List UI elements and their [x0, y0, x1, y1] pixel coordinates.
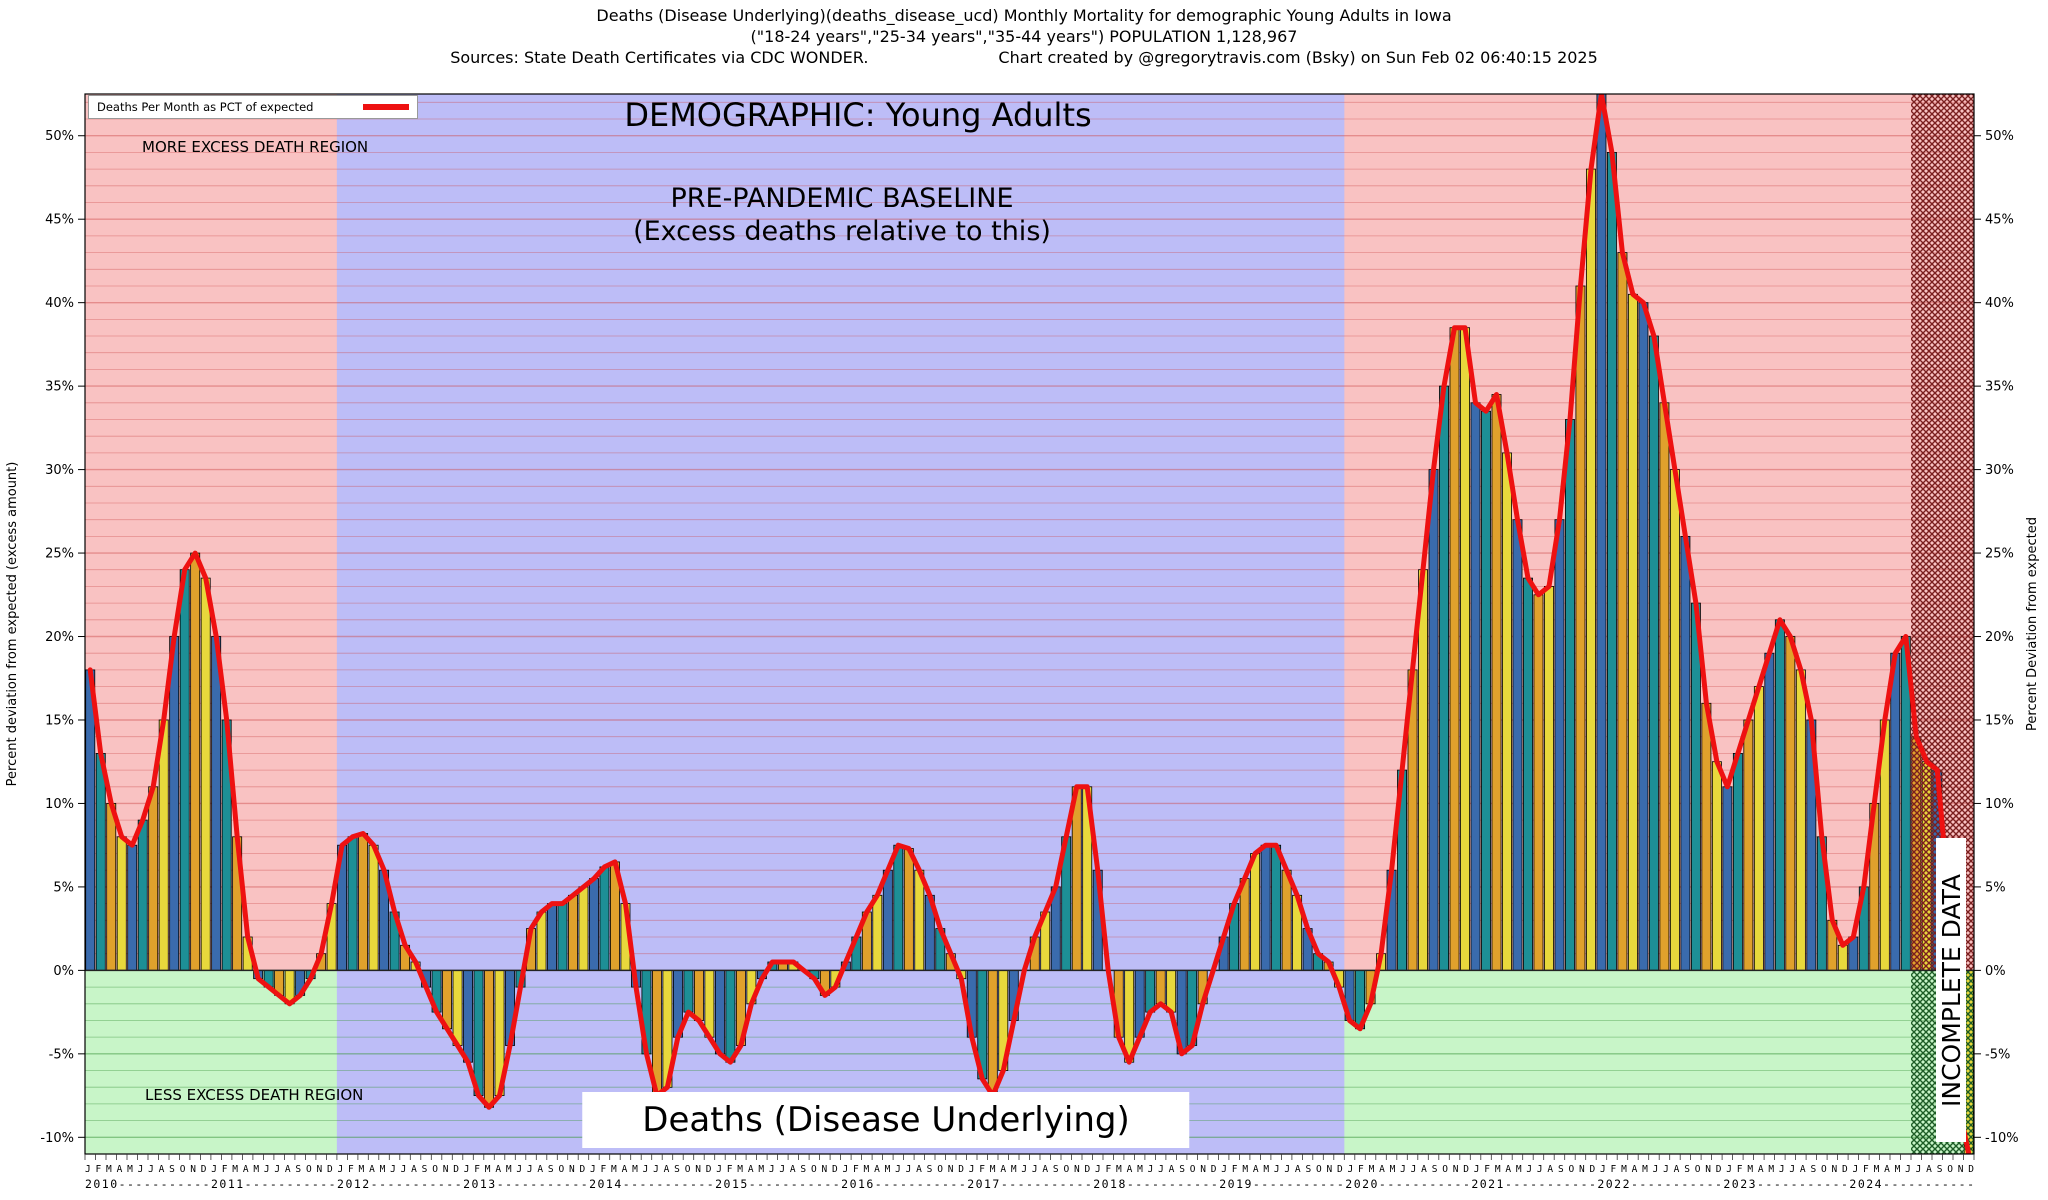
- svg-text:-10%: -10%: [1985, 1131, 2019, 1146]
- svg-text:50%: 50%: [1985, 129, 2014, 144]
- credit-text: Chart created by @gregorytravis.com (Bsk…: [998, 48, 1598, 67]
- svg-text:30%: 30%: [1985, 463, 2014, 478]
- svg-text:5%: 5%: [1985, 880, 2006, 895]
- svg-text:5%: 5%: [53, 880, 74, 895]
- svg-text:30%: 30%: [45, 463, 74, 478]
- svg-text:40%: 40%: [1985, 296, 2014, 311]
- svg-text:10%: 10%: [1985, 797, 2014, 812]
- svg-text:15%: 15%: [45, 713, 74, 728]
- svg-text:0%: 0%: [53, 964, 74, 979]
- svg-text:20%: 20%: [45, 630, 74, 645]
- svg-text:25%: 25%: [45, 547, 74, 562]
- more-excess-region-label: MORE EXCESS DEATH REGION: [142, 138, 369, 156]
- sources-text: Sources: State Death Certificates via CD…: [450, 48, 869, 67]
- svg-text:45%: 45%: [1985, 213, 2014, 228]
- svg-text:50%: 50%: [45, 129, 74, 144]
- chart-bottom-title: Deaths (Disease Underlying): [582, 1092, 1190, 1148]
- incomplete-data-text: INCOMPLETE DATA: [1936, 873, 1966, 1107]
- chart-title-line1: Deaths (Disease Underlying)(deaths_disea…: [596, 6, 1452, 25]
- svg-text:0%: 0%: [1985, 964, 2006, 979]
- baseline-label-line2: (Excess deaths relative to this): [633, 216, 1051, 247]
- svg-text:15%: 15%: [1985, 713, 2014, 728]
- svg-text:-5%: -5%: [49, 1047, 74, 1062]
- svg-text:35%: 35%: [45, 380, 74, 395]
- demographic-label: DEMOGRAPHIC: Young Adults: [624, 96, 1092, 134]
- baseline-label-line1: PRE-PANDEMIC BASELINE: [670, 183, 1014, 214]
- svg-text:JFMAMJJASONDJFMAMJJASONDJFMAMJ: JFMAMJJASONDJFMAMJJASONDJFMAMJJASONDJFMA…: [85, 1164, 1974, 1175]
- svg-text:-5%: -5%: [1985, 1047, 2010, 1062]
- svg-text:25%: 25%: [1985, 547, 2014, 562]
- svg-text:10%: 10%: [45, 797, 74, 812]
- svg-text:Percent deviation from expecte: Percent deviation from expected (excess …: [5, 462, 20, 787]
- legend-line-swatch: [363, 104, 409, 110]
- svg-text:45%: 45%: [45, 213, 74, 228]
- svg-text:20%: 20%: [1985, 630, 2014, 645]
- legend: Deaths Per Month as PCT of expected: [88, 95, 418, 119]
- svg-text:2010-----------2011-----------: 2010-----------2011-----------2012------…: [85, 1177, 1974, 1191]
- svg-text:40%: 40%: [45, 296, 74, 311]
- svg-text:-10%: -10%: [40, 1131, 74, 1146]
- incomplete-data-label: INCOMPLETE DATA: [1936, 838, 1966, 1142]
- chart-title-line3: Sources: State Death Certificates via CD…: [0, 48, 2048, 67]
- legend-label: Deaths Per Month as PCT of expected: [97, 100, 314, 114]
- svg-text:Percent Deviation from expecte: Percent Deviation from expected: [2025, 517, 2040, 731]
- svg-text:35%: 35%: [1985, 380, 2014, 395]
- less-excess-region-label: LESS EXCESS DEATH REGION: [145, 1086, 364, 1104]
- chart-title-line2: ("18-24 years","25-34 years","35-44 year…: [750, 27, 1298, 46]
